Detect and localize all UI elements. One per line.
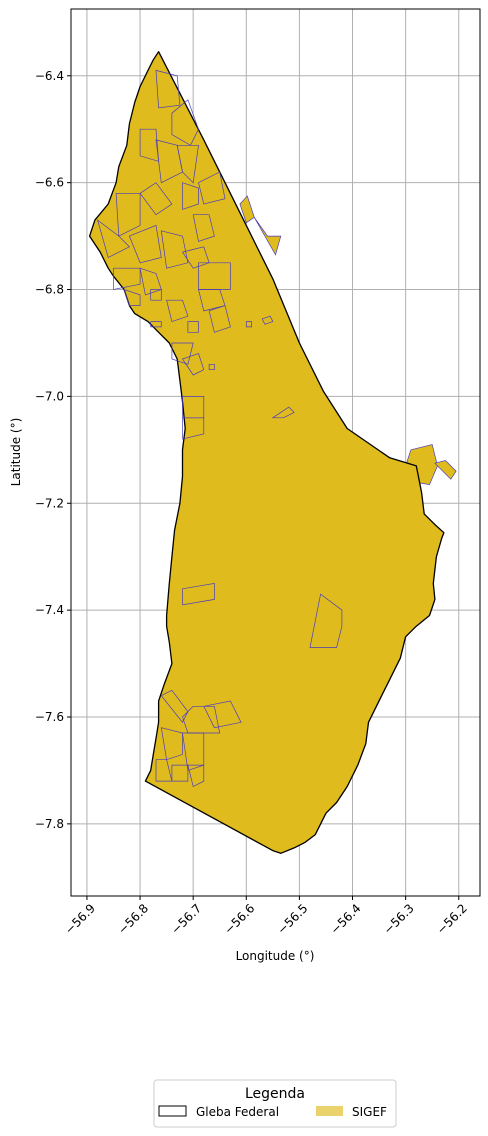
sigef-parcel-15 xyxy=(123,288,141,306)
x-tick-label-6: −56.3 xyxy=(381,901,417,937)
y-tick-label-3: −7.0 xyxy=(35,389,64,403)
sigef-parcel-27 xyxy=(261,315,274,325)
y-tick-label-6: −7.6 xyxy=(35,710,64,724)
sigef-parcel-23 xyxy=(150,321,162,328)
legend-title: Legenda xyxy=(245,1086,305,1102)
y-tick-label-5: −7.4 xyxy=(35,603,64,617)
map-layer xyxy=(88,51,457,854)
sigef-parcel-11 xyxy=(160,230,189,269)
plot-frame xyxy=(70,8,481,897)
x-tick-label-2: −56.7 xyxy=(168,901,204,937)
y-axis-label: Latitude (°) xyxy=(9,418,23,487)
y-tick-label-2: −6.8 xyxy=(35,283,64,297)
x-tick-label-0: −56.9 xyxy=(62,901,98,937)
sigef-parcel-5 xyxy=(115,192,141,237)
sigef-parcel-6 xyxy=(139,182,173,216)
sigef-parcel-40 xyxy=(171,764,189,782)
sigef-parcel-29 xyxy=(271,406,295,419)
x-tick-label-5: −56.4 xyxy=(328,901,364,937)
sigef-parcel-37 xyxy=(160,727,183,761)
y-tick-label-7: −7.8 xyxy=(35,817,64,831)
sigef-parcel-32 xyxy=(182,582,215,606)
y-tick-label-4: −7.2 xyxy=(35,496,64,510)
x-axis-label: Longitude (°) xyxy=(236,949,315,963)
sigef-parcel-22 xyxy=(187,321,199,333)
x-tick-label-4: −56.5 xyxy=(275,901,311,937)
sigef-parcel-20 xyxy=(166,299,189,323)
sigef-parcel-21 xyxy=(208,305,231,333)
sigef-parcel-28 xyxy=(208,363,215,371)
sigef-parcel-16 xyxy=(150,289,162,301)
sigef-parcel-24 xyxy=(171,342,194,365)
y-tick-label-0: −6.4 xyxy=(35,69,64,83)
x-tick-label-3: −56.6 xyxy=(222,901,258,937)
legend: Legenda Gleba Federal SIGEF xyxy=(153,1079,397,1128)
sigef-outlier-parcel-3 xyxy=(434,460,457,480)
legend-label-sigef: SIGEF xyxy=(352,1105,387,1119)
sigef-parcel-0 xyxy=(155,69,181,109)
gleba-federal-boundary xyxy=(88,51,445,854)
sigef-parcel-4 xyxy=(176,144,199,184)
x-tick-label-1: −56.8 xyxy=(115,901,151,937)
sigef-parcel-33 xyxy=(309,593,343,648)
sigef-parcel-13 xyxy=(113,267,141,290)
sigef-parcel-36 xyxy=(203,700,242,729)
sigef-parcel-31 xyxy=(182,417,205,440)
legend-label-gleba-federal: Gleba Federal xyxy=(196,1105,279,1119)
x-tick-label-7: −56.2 xyxy=(434,901,470,937)
sigef-parcel-9 xyxy=(96,219,130,259)
sigef-parcel-8 xyxy=(198,171,226,205)
sigef-parcel-7 xyxy=(182,182,199,210)
sigef-parcel-26 xyxy=(245,321,252,328)
sigef-parcel-18 xyxy=(198,262,231,290)
legend-swatch-gleba-federal xyxy=(158,1105,187,1117)
legend-swatch-sigef xyxy=(316,1106,343,1116)
sigef-parcel-25 xyxy=(181,353,205,376)
sigef-parcel-12 xyxy=(192,214,215,242)
sigef-parcel-41 xyxy=(187,764,205,788)
sigef-parcel-1 xyxy=(171,99,199,146)
y-tick-label-1: −6.6 xyxy=(35,176,64,190)
sigef-parcel-10 xyxy=(128,224,162,264)
sigef-outlier-parcel-1 xyxy=(253,217,282,256)
